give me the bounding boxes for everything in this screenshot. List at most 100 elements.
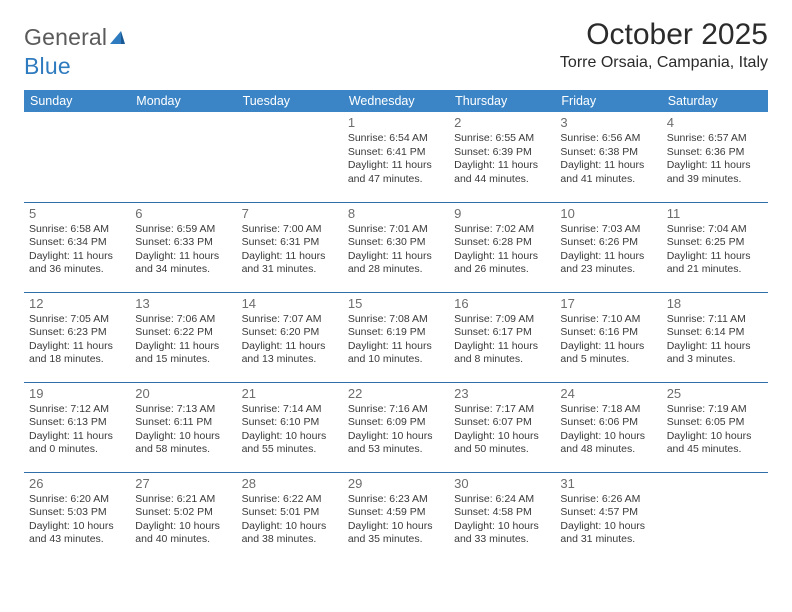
brand-name: General Blue bbox=[24, 24, 127, 80]
day-number: 24 bbox=[560, 386, 656, 402]
sunrise-text: Sunrise: 7:12 AM bbox=[29, 403, 125, 416]
sunset-text: Sunset: 6:23 PM bbox=[29, 326, 125, 339]
calendar-day-cell bbox=[130, 112, 236, 202]
day-number: 21 bbox=[242, 386, 338, 402]
sunset-text: Sunset: 6:05 PM bbox=[667, 416, 763, 429]
calendar-day-cell: 29Sunrise: 6:23 AMSunset: 4:59 PMDayligh… bbox=[343, 472, 449, 562]
weekday-header: Thursday bbox=[449, 90, 555, 112]
daylight-text: Daylight: 11 hours and 28 minutes. bbox=[348, 250, 444, 277]
calendar-week-row: 12Sunrise: 7:05 AMSunset: 6:23 PMDayligh… bbox=[24, 292, 768, 382]
day-number: 9 bbox=[454, 206, 550, 222]
sunrise-text: Sunrise: 7:01 AM bbox=[348, 223, 444, 236]
location: Torre Orsaia, Campania, Italy bbox=[560, 54, 768, 72]
sunrise-text: Sunrise: 7:16 AM bbox=[348, 403, 444, 416]
day-number: 2 bbox=[454, 115, 550, 131]
sunrise-text: Sunrise: 6:26 AM bbox=[560, 493, 656, 506]
daylight-text: Daylight: 10 hours and 53 minutes. bbox=[348, 430, 444, 457]
sunset-text: Sunset: 6:20 PM bbox=[242, 326, 338, 339]
brand-part1: General bbox=[24, 24, 107, 50]
day-number: 29 bbox=[348, 476, 444, 492]
day-number: 14 bbox=[242, 296, 338, 312]
sunrise-text: Sunrise: 6:54 AM bbox=[348, 132, 444, 145]
daylight-text: Daylight: 11 hours and 3 minutes. bbox=[667, 340, 763, 367]
day-number: 20 bbox=[135, 386, 231, 402]
sunrise-text: Sunrise: 6:59 AM bbox=[135, 223, 231, 236]
calendar-day-cell: 31Sunrise: 6:26 AMSunset: 4:57 PMDayligh… bbox=[555, 472, 661, 562]
weekday-header: Friday bbox=[555, 90, 661, 112]
sunrise-text: Sunrise: 6:21 AM bbox=[135, 493, 231, 506]
calendar-week-row: 1Sunrise: 6:54 AMSunset: 6:41 PMDaylight… bbox=[24, 112, 768, 202]
day-number: 27 bbox=[135, 476, 231, 492]
sunrise-text: Sunrise: 7:11 AM bbox=[667, 313, 763, 326]
day-number: 19 bbox=[29, 386, 125, 402]
daylight-text: Daylight: 10 hours and 38 minutes. bbox=[242, 520, 338, 547]
calendar-day-cell: 5Sunrise: 6:58 AMSunset: 6:34 PMDaylight… bbox=[24, 202, 130, 292]
brand-logo: General Blue bbox=[24, 18, 127, 80]
sunset-text: Sunset: 6:17 PM bbox=[454, 326, 550, 339]
sunset-text: Sunset: 6:19 PM bbox=[348, 326, 444, 339]
day-number: 31 bbox=[560, 476, 656, 492]
daylight-text: Daylight: 10 hours and 58 minutes. bbox=[135, 430, 231, 457]
sunset-text: Sunset: 6:30 PM bbox=[348, 236, 444, 249]
daylight-text: Daylight: 10 hours and 40 minutes. bbox=[135, 520, 231, 547]
calendar-day-cell: 22Sunrise: 7:16 AMSunset: 6:09 PMDayligh… bbox=[343, 382, 449, 472]
day-number: 1 bbox=[348, 115, 444, 131]
weekday-header: Sunday bbox=[24, 90, 130, 112]
sunrise-text: Sunrise: 7:04 AM bbox=[667, 223, 763, 236]
sunrise-text: Sunrise: 7:08 AM bbox=[348, 313, 444, 326]
daylight-text: Daylight: 10 hours and 45 minutes. bbox=[667, 430, 763, 457]
title-block: October 2025 Torre Orsaia, Campania, Ita… bbox=[560, 18, 768, 72]
daylight-text: Daylight: 10 hours and 48 minutes. bbox=[560, 430, 656, 457]
sunrise-text: Sunrise: 7:09 AM bbox=[454, 313, 550, 326]
daylight-text: Daylight: 10 hours and 31 minutes. bbox=[560, 520, 656, 547]
sunrise-text: Sunrise: 7:07 AM bbox=[242, 313, 338, 326]
calendar-day-cell: 21Sunrise: 7:14 AMSunset: 6:10 PMDayligh… bbox=[237, 382, 343, 472]
sunset-text: Sunset: 4:59 PM bbox=[348, 506, 444, 519]
sunset-text: Sunset: 5:03 PM bbox=[29, 506, 125, 519]
daylight-text: Daylight: 11 hours and 13 minutes. bbox=[242, 340, 338, 367]
day-number: 16 bbox=[454, 296, 550, 312]
sunrise-text: Sunrise: 7:10 AM bbox=[560, 313, 656, 326]
daylight-text: Daylight: 10 hours and 55 minutes. bbox=[242, 430, 338, 457]
sunset-text: Sunset: 6:36 PM bbox=[667, 146, 763, 159]
daylight-text: Daylight: 11 hours and 44 minutes. bbox=[454, 159, 550, 186]
daylight-text: Daylight: 11 hours and 39 minutes. bbox=[667, 159, 763, 186]
day-number: 23 bbox=[454, 386, 550, 402]
calendar-day-cell: 12Sunrise: 7:05 AMSunset: 6:23 PMDayligh… bbox=[24, 292, 130, 382]
sunset-text: Sunset: 6:25 PM bbox=[667, 236, 763, 249]
sunrise-text: Sunrise: 6:24 AM bbox=[454, 493, 550, 506]
weekday-header: Monday bbox=[130, 90, 236, 112]
calendar-day-cell: 7Sunrise: 7:00 AMSunset: 6:31 PMDaylight… bbox=[237, 202, 343, 292]
sunset-text: Sunset: 6:34 PM bbox=[29, 236, 125, 249]
daylight-text: Daylight: 11 hours and 47 minutes. bbox=[348, 159, 444, 186]
calendar-day-cell: 23Sunrise: 7:17 AMSunset: 6:07 PMDayligh… bbox=[449, 382, 555, 472]
calendar-day-cell: 1Sunrise: 6:54 AMSunset: 6:41 PMDaylight… bbox=[343, 112, 449, 202]
month-title: October 2025 bbox=[560, 18, 768, 52]
day-number: 5 bbox=[29, 206, 125, 222]
sunset-text: Sunset: 6:16 PM bbox=[560, 326, 656, 339]
calendar-day-cell: 16Sunrise: 7:09 AMSunset: 6:17 PMDayligh… bbox=[449, 292, 555, 382]
sunrise-text: Sunrise: 6:23 AM bbox=[348, 493, 444, 506]
sunset-text: Sunset: 6:26 PM bbox=[560, 236, 656, 249]
sunset-text: Sunset: 5:02 PM bbox=[135, 506, 231, 519]
daylight-text: Daylight: 11 hours and 34 minutes. bbox=[135, 250, 231, 277]
sunset-text: Sunset: 6:31 PM bbox=[242, 236, 338, 249]
daylight-text: Daylight: 11 hours and 31 minutes. bbox=[242, 250, 338, 277]
daylight-text: Daylight: 11 hours and 18 minutes. bbox=[29, 340, 125, 367]
day-number: 18 bbox=[667, 296, 763, 312]
brand-part2: Blue bbox=[24, 53, 71, 79]
day-number: 13 bbox=[135, 296, 231, 312]
day-number: 30 bbox=[454, 476, 550, 492]
sunset-text: Sunset: 4:57 PM bbox=[560, 506, 656, 519]
calendar-day-cell: 14Sunrise: 7:07 AMSunset: 6:20 PMDayligh… bbox=[237, 292, 343, 382]
daylight-text: Daylight: 11 hours and 26 minutes. bbox=[454, 250, 550, 277]
calendar-day-cell: 18Sunrise: 7:11 AMSunset: 6:14 PMDayligh… bbox=[662, 292, 768, 382]
daylight-text: Daylight: 11 hours and 10 minutes. bbox=[348, 340, 444, 367]
header: General Blue October 2025 Torre Orsaia, C… bbox=[24, 18, 768, 80]
calendar-day-cell: 19Sunrise: 7:12 AMSunset: 6:13 PMDayligh… bbox=[24, 382, 130, 472]
day-number: 15 bbox=[348, 296, 444, 312]
weekday-header: Saturday bbox=[662, 90, 768, 112]
calendar-day-cell bbox=[237, 112, 343, 202]
sunrise-text: Sunrise: 6:20 AM bbox=[29, 493, 125, 506]
weekday-header: Tuesday bbox=[237, 90, 343, 112]
